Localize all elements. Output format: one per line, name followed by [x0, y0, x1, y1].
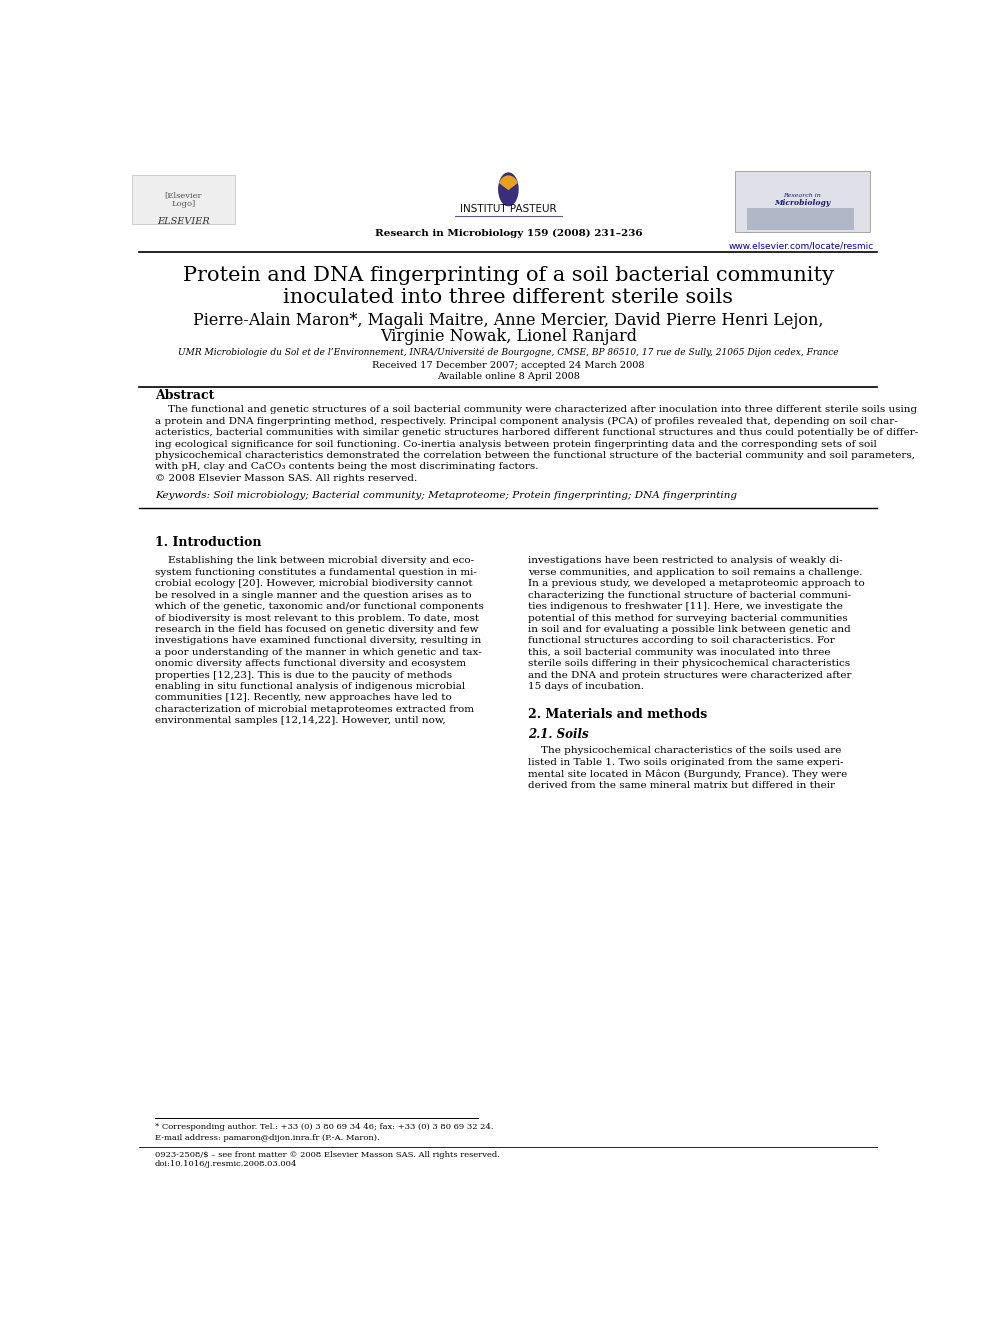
Text: ing ecological significance for soil functioning. Co-inertia analysis between pr: ing ecological significance for soil fun… — [155, 439, 877, 448]
Text: ties indigenous to freshwater [11]. Here, we investigate the: ties indigenous to freshwater [11]. Here… — [528, 602, 842, 611]
Text: of biodiversity is most relevant to this problem. To date, most: of biodiversity is most relevant to this… — [155, 614, 479, 623]
Text: properties [12,23]. This is due to the paucity of methods: properties [12,23]. This is due to the p… — [155, 671, 452, 680]
Text: UMR Microbiologie du Sol et de l’Environnement, INRA/Université de Bourgogne, CM: UMR Microbiologie du Sol et de l’Environ… — [179, 348, 838, 357]
Text: inoculated into three different sterile soils: inoculated into three different sterile … — [284, 288, 733, 307]
Text: * Corresponding author. Tel.: +33 (0) 3 80 69 34 46; fax: +33 (0) 3 80 69 32 24.: * Corresponding author. Tel.: +33 (0) 3 … — [155, 1123, 493, 1131]
Text: sterile soils differing in their physicochemical characteristics: sterile soils differing in their physico… — [528, 659, 850, 668]
Text: Research in: Research in — [784, 193, 821, 198]
Text: investigations have been restricted to analysis of weakly di-: investigations have been restricted to a… — [528, 557, 842, 565]
Text: physicochemical characteristics demonstrated the correlation between the functio: physicochemical characteristics demonstr… — [155, 451, 915, 460]
Text: environmental samples [12,14,22]. However, until now,: environmental samples [12,14,22]. Howeve… — [155, 716, 445, 725]
FancyBboxPatch shape — [747, 208, 854, 230]
Text: potential of this method for surveying bacterial communities: potential of this method for surveying b… — [528, 614, 847, 623]
Text: Keywords: Soil microbiology; Bacterial community; Metaproteome; Protein fingerpr: Keywords: Soil microbiology; Bacterial c… — [155, 491, 737, 500]
FancyBboxPatch shape — [735, 171, 870, 232]
Text: 1. Introduction: 1. Introduction — [155, 536, 261, 549]
Text: Pierre-Alain Maron*, Magali Maitre, Anne Mercier, David Pierre Henri Lejon,: Pierre-Alain Maron*, Magali Maitre, Anne… — [193, 312, 823, 329]
Text: E-mail address: pamaron@dijon.inra.fr (P.-A. Maron).: E-mail address: pamaron@dijon.inra.fr (P… — [155, 1134, 379, 1142]
Text: Establishing the link between microbial diversity and eco-: Establishing the link between microbial … — [155, 557, 474, 565]
Text: in soil and for evaluating a possible link between genetic and: in soil and for evaluating a possible li… — [528, 624, 850, 634]
Ellipse shape — [499, 173, 518, 205]
Text: acteristics, bacterial communities with similar genetic structures harbored diff: acteristics, bacterial communities with … — [155, 429, 918, 437]
Text: The functional and genetic structures of a soil bacterial community were charact: The functional and genetic structures of… — [155, 405, 917, 414]
Text: with pH, clay and CaCO₃ contents being the most discriminating factors.: with pH, clay and CaCO₃ contents being t… — [155, 462, 539, 471]
Text: and the DNA and protein structures were characterized after: and the DNA and protein structures were … — [528, 671, 851, 680]
Text: this, a soil bacterial community was inoculated into three: this, a soil bacterial community was ino… — [528, 648, 830, 656]
Text: www.elsevier.com/locate/resmic: www.elsevier.com/locate/resmic — [728, 242, 874, 251]
Text: investigations have examined functional diversity, resulting in: investigations have examined functional … — [155, 636, 481, 646]
FancyBboxPatch shape — [132, 175, 235, 224]
Text: INSTITUT PASTEUR: INSTITUT PASTEUR — [460, 204, 557, 214]
Text: Virginie Nowak, Lionel Ranjard: Virginie Nowak, Lionel Ranjard — [380, 328, 637, 344]
Text: onomic diversity affects functional diversity and ecosystem: onomic diversity affects functional dive… — [155, 659, 466, 668]
Text: The physicochemical characteristics of the soils used are: The physicochemical characteristics of t… — [528, 746, 841, 755]
Text: system functioning constitutes a fundamental question in mi-: system functioning constitutes a fundame… — [155, 568, 476, 577]
Text: ELSEVIER: ELSEVIER — [157, 217, 209, 226]
Text: enabling in situ functional analysis of indigenous microbial: enabling in situ functional analysis of … — [155, 681, 465, 691]
Text: listed in Table 1. Two soils originated from the same experi-: listed in Table 1. Two soils originated … — [528, 758, 843, 767]
Text: Microbiology: Microbiology — [774, 198, 830, 206]
Text: 2.1. Soils: 2.1. Soils — [528, 728, 588, 741]
Text: [Elsevier
Logo]: [Elsevier Logo] — [165, 191, 202, 208]
Text: derived from the same mineral matrix but differed in their: derived from the same mineral matrix but… — [528, 781, 834, 790]
Text: Abstract: Abstract — [155, 389, 214, 402]
Text: 2. Materials and methods: 2. Materials and methods — [528, 708, 707, 721]
Text: which of the genetic, taxonomic and/or functional components: which of the genetic, taxonomic and/or f… — [155, 602, 483, 611]
Text: mental site located in Mâcon (Burgundy, France). They were: mental site located in Mâcon (Burgundy, … — [528, 769, 847, 779]
Text: characterizing the functional structure of bacterial communi-: characterizing the functional structure … — [528, 590, 851, 599]
Text: communities [12]. Recently, new approaches have led to: communities [12]. Recently, new approach… — [155, 693, 451, 703]
Text: verse communities, and application to soil remains a challenge.: verse communities, and application to so… — [528, 568, 862, 577]
Text: 15 days of incubation.: 15 days of incubation. — [528, 681, 644, 691]
Text: doi:10.1016/j.resmic.2008.03.004: doi:10.1016/j.resmic.2008.03.004 — [155, 1160, 298, 1168]
Text: In a previous study, we developed a metaproteomic approach to: In a previous study, we developed a meta… — [528, 579, 864, 589]
Text: characterization of microbial metaproteomes extracted from: characterization of microbial metaproteo… — [155, 705, 474, 714]
Text: Received 17 December 2007; accepted 24 March 2008: Received 17 December 2007; accepted 24 M… — [372, 361, 645, 370]
Text: a poor understanding of the manner in which genetic and tax-: a poor understanding of the manner in wh… — [155, 648, 481, 656]
Text: functional structures according to soil characteristics. For: functional structures according to soil … — [528, 636, 834, 646]
Text: a protein and DNA fingerprinting method, respectively. Principal component analy: a protein and DNA fingerprinting method,… — [155, 417, 898, 426]
Text: crobial ecology [20]. However, microbial biodiversity cannot: crobial ecology [20]. However, microbial… — [155, 579, 472, 589]
Text: © 2008 Elsevier Masson SAS. All rights reserved.: © 2008 Elsevier Masson SAS. All rights r… — [155, 474, 417, 483]
Text: Research in Microbiology 159 (2008) 231–236: Research in Microbiology 159 (2008) 231–… — [375, 229, 642, 238]
Wedge shape — [500, 176, 517, 189]
Text: research in the field has focused on genetic diversity and few: research in the field has focused on gen… — [155, 624, 478, 634]
Text: Available online 8 April 2008: Available online 8 April 2008 — [436, 372, 580, 381]
Text: Protein and DNA fingerprinting of a soil bacterial community: Protein and DNA fingerprinting of a soil… — [183, 266, 834, 286]
Text: 0923-2508/$ – see front matter © 2008 Elsevier Masson SAS. All rights reserved.: 0923-2508/$ – see front matter © 2008 El… — [155, 1151, 500, 1159]
Text: be resolved in a single manner and the question arises as to: be resolved in a single manner and the q… — [155, 590, 471, 599]
